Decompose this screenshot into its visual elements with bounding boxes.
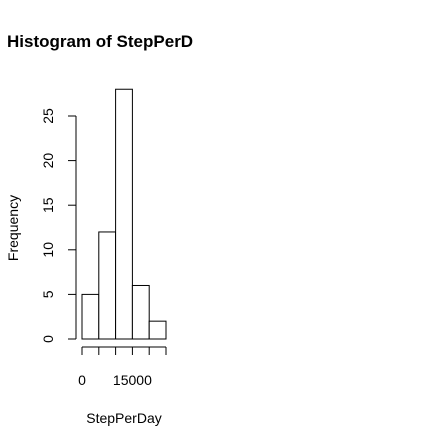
histogram-bar-4	[131, 284, 150, 340]
x-axis: 0 15000	[78, 346, 167, 388]
histogram-bar-1	[81, 293, 100, 340]
y-tick-label: 5	[40, 290, 56, 298]
y-axis-label: Frequency	[5, 195, 21, 261]
x-tick-label: 15000	[113, 372, 152, 388]
y-tick-label: 0	[40, 335, 56, 343]
chart-title: Histogram of StepPerD	[7, 32, 193, 51]
y-tick-label: 20	[40, 153, 56, 169]
x-axis-label: StepPerDay	[86, 410, 161, 426]
x-tick-label: 0	[78, 372, 86, 388]
y-tick-label: 10	[40, 242, 56, 258]
histogram-bar-3	[115, 88, 133, 340]
y-axis: 0 5 10 15 20 25	[40, 108, 77, 343]
bars-group	[81, 88, 167, 340]
histogram-bar-5	[148, 320, 167, 340]
histogram-bar-2	[98, 231, 117, 340]
y-tick-label: 15	[40, 197, 56, 213]
y-tick-label: 25	[40, 108, 56, 124]
